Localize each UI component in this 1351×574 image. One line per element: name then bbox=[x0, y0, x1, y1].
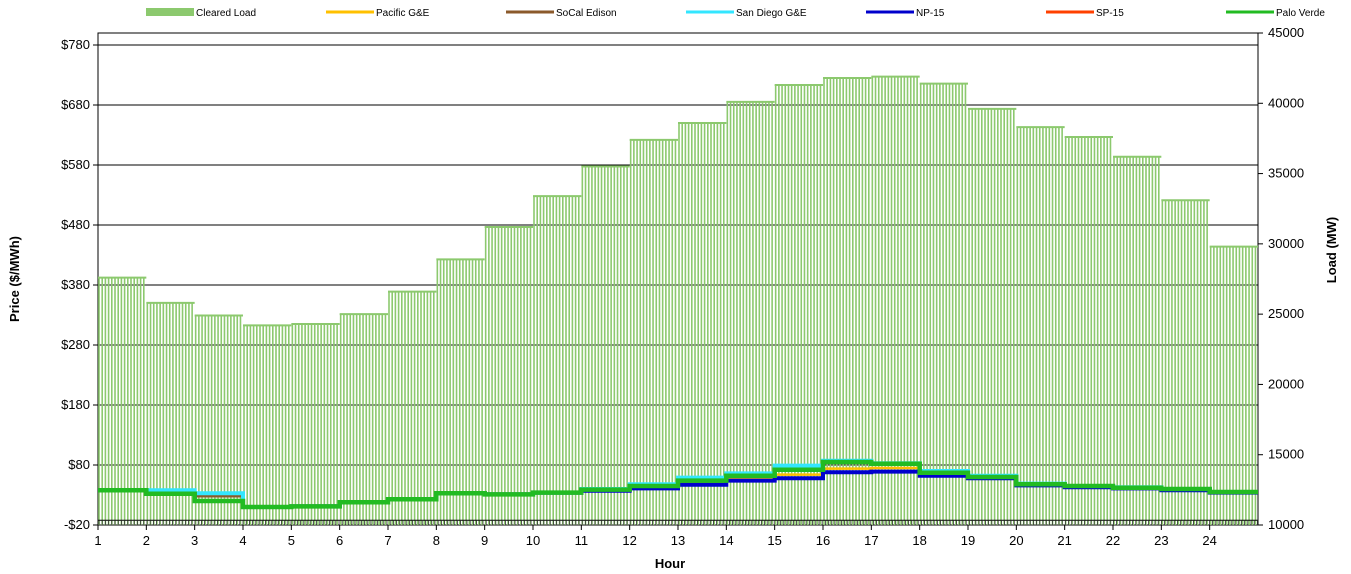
cleared-load-bar bbox=[919, 82, 968, 525]
x-tick-label: 11 bbox=[575, 533, 589, 548]
y-tick-label: $480 bbox=[61, 217, 90, 232]
legend: Cleared Load Pacific G&E SoCal Edison San D… bbox=[146, 8, 1325, 19]
plot-area bbox=[97, 32, 1259, 526]
x-tick-label: 7 bbox=[384, 533, 391, 548]
cleared-load-bar bbox=[388, 290, 437, 525]
cleared-load-bar bbox=[533, 195, 582, 525]
cleared-load-bar bbox=[871, 75, 920, 525]
y-axis-title: Price ($/MWh) bbox=[7, 236, 22, 322]
cleared-load-bar bbox=[774, 84, 823, 525]
price-lines bbox=[98, 458, 1258, 510]
x-tick-label: 6 bbox=[336, 533, 343, 548]
y2-tick-label: 10000 bbox=[1268, 517, 1304, 532]
x-tick-label: 1 bbox=[94, 533, 101, 548]
legend-label: NP-15 bbox=[916, 8, 945, 19]
y-tick-label: $80 bbox=[68, 457, 90, 472]
y-tick-label: $380 bbox=[61, 277, 90, 292]
cleared-load-bar bbox=[678, 121, 727, 525]
cleared-load-bar bbox=[823, 76, 872, 525]
cleared-load-bar bbox=[726, 100, 775, 525]
x-tick-label: 23 bbox=[1154, 533, 1168, 548]
x-tick-label: 18 bbox=[912, 533, 926, 548]
y2-tick-label: 35000 bbox=[1268, 166, 1304, 181]
y-tick-label: $780 bbox=[61, 37, 90, 52]
legend-item: San Diego G&E bbox=[686, 8, 807, 19]
y-tick-label: $680 bbox=[61, 97, 90, 112]
x-tick-label: 8 bbox=[433, 533, 440, 548]
cleared-load-bar bbox=[339, 313, 388, 525]
y-tick-label: -$20 bbox=[64, 517, 90, 532]
legend-label: Cleared Load bbox=[196, 8, 256, 19]
cleared-load-bar bbox=[436, 258, 485, 525]
legend-label: San Diego G&E bbox=[736, 8, 807, 19]
y2-tick-label: 25000 bbox=[1268, 306, 1304, 321]
y2-tick-label: 45000 bbox=[1268, 25, 1304, 40]
x-tick-label: 10 bbox=[526, 533, 540, 548]
y2-tick-label: 15000 bbox=[1268, 447, 1304, 462]
y2-tick-label: 20000 bbox=[1268, 376, 1304, 391]
cleared-load-bar bbox=[1209, 245, 1258, 525]
legend-label: SP-15 bbox=[1096, 8, 1124, 19]
legend-swatch-bar bbox=[146, 8, 194, 16]
legend-item: SoCal Edison bbox=[506, 8, 617, 19]
x-tick-label: 4 bbox=[239, 533, 246, 548]
x-tick-label: 9 bbox=[481, 533, 488, 548]
cleared-load-bar bbox=[98, 276, 147, 525]
legend-label: SoCal Edison bbox=[556, 8, 617, 19]
cleared-load-bar bbox=[484, 225, 533, 525]
baseline-band bbox=[98, 519, 1258, 525]
x-tick-label: 19 bbox=[961, 533, 975, 548]
y2-axis-title: Load (MW) bbox=[1324, 217, 1339, 283]
cleared-load-bar bbox=[629, 138, 678, 525]
cleared-load-bar bbox=[1016, 126, 1065, 525]
cleared-load-bar bbox=[1113, 155, 1162, 525]
y-tick-label: $280 bbox=[61, 337, 90, 352]
cleared-load-bar bbox=[291, 322, 340, 525]
cleared-load-bar bbox=[581, 165, 630, 525]
x-tick-label: 16 bbox=[816, 533, 830, 548]
legend-item: Palo Verde bbox=[1226, 8, 1325, 19]
x-tick-label: 17 bbox=[864, 533, 878, 548]
x-tick-label: 24 bbox=[1202, 533, 1216, 548]
cleared-load-bars bbox=[98, 75, 1258, 525]
x-tick-label: 2 bbox=[143, 533, 150, 548]
y2-tick-label: 40000 bbox=[1268, 95, 1304, 110]
legend-item: SP-15 bbox=[1046, 8, 1124, 19]
cleared-load-bar bbox=[1064, 136, 1113, 525]
axes: -$20 $80 $180 $280 $380 $480 $580 $680 $780 10000… bbox=[61, 25, 1304, 548]
cleared-load-bar bbox=[1161, 199, 1210, 525]
legend-item: Cleared Load bbox=[146, 8, 256, 19]
x-tick-label: 20 bbox=[1009, 533, 1023, 548]
x-tick-label: 3 bbox=[191, 533, 198, 548]
x-tick-label: 14 bbox=[719, 533, 733, 548]
x-tick-label: 12 bbox=[622, 533, 636, 548]
x-axis-title: Hour bbox=[655, 556, 685, 571]
legend-item: NP-15 bbox=[866, 8, 945, 19]
x-tick-label: 5 bbox=[288, 533, 295, 548]
x-tick-label: 15 bbox=[767, 533, 781, 548]
x-tick-label: 21 bbox=[1057, 533, 1071, 548]
cleared-load-bar bbox=[146, 301, 195, 525]
legend-label: Pacific G&E bbox=[376, 8, 430, 19]
y-tick-label: $180 bbox=[61, 397, 90, 412]
series-line-palo-verde bbox=[98, 459, 1258, 510]
legend-label: Palo Verde bbox=[1276, 8, 1325, 19]
legend-item: Pacific G&E bbox=[326, 8, 430, 19]
x-tick-label: 22 bbox=[1106, 533, 1120, 548]
y2-tick-label: 30000 bbox=[1268, 236, 1304, 251]
x-tick-label: 13 bbox=[671, 533, 685, 548]
cleared-load-bar bbox=[968, 107, 1017, 525]
y-tick-label: $580 bbox=[61, 157, 90, 172]
